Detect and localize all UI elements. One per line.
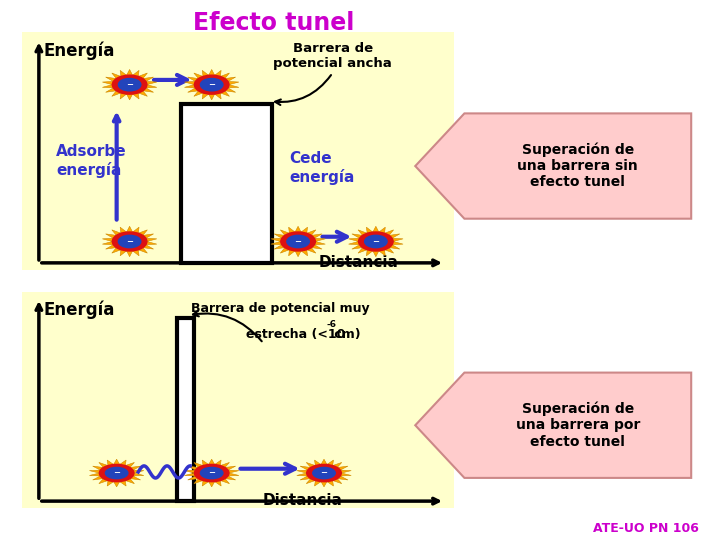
Polygon shape xyxy=(297,459,351,487)
Text: estrecha (<10: estrecha (<10 xyxy=(246,328,346,341)
Polygon shape xyxy=(89,459,144,487)
Circle shape xyxy=(359,232,393,251)
Polygon shape xyxy=(102,226,157,256)
Text: −: − xyxy=(208,469,215,477)
Text: Energía: Energía xyxy=(43,42,114,60)
Circle shape xyxy=(200,78,223,91)
Text: −: − xyxy=(372,237,379,246)
Polygon shape xyxy=(348,226,403,256)
Text: −: − xyxy=(113,469,120,477)
Text: ATE-UO PN 106: ATE-UO PN 106 xyxy=(593,522,698,535)
Bar xyxy=(177,318,194,501)
Text: Adsorbe
energía: Adsorbe energía xyxy=(56,144,127,178)
Text: Energía: Energía xyxy=(43,300,114,319)
Circle shape xyxy=(99,464,134,482)
Circle shape xyxy=(200,468,223,478)
Text: -6: -6 xyxy=(326,320,336,329)
Text: Cede
energía: Cede energía xyxy=(289,151,355,185)
Circle shape xyxy=(307,464,341,482)
Text: Superación de
una barrera por
efecto tunel: Superación de una barrera por efecto tun… xyxy=(516,402,640,449)
Bar xyxy=(181,104,272,263)
Text: Distancia: Distancia xyxy=(319,255,398,270)
Text: −: − xyxy=(208,80,215,89)
Circle shape xyxy=(112,75,147,94)
Text: cm): cm) xyxy=(330,328,361,341)
Polygon shape xyxy=(271,226,325,256)
Circle shape xyxy=(112,232,147,251)
Circle shape xyxy=(118,235,141,248)
Circle shape xyxy=(105,468,128,478)
Polygon shape xyxy=(184,459,239,487)
Circle shape xyxy=(194,464,229,482)
Circle shape xyxy=(194,75,229,94)
Circle shape xyxy=(287,235,310,248)
Polygon shape xyxy=(102,70,157,100)
Text: Distancia: Distancia xyxy=(263,492,342,508)
Text: −: − xyxy=(294,237,302,246)
Text: Barrera de potencial muy: Barrera de potencial muy xyxy=(192,302,370,315)
Text: −: − xyxy=(320,469,328,477)
Circle shape xyxy=(118,78,141,91)
Text: Efecto tunel: Efecto tunel xyxy=(193,11,354,35)
Circle shape xyxy=(364,235,387,248)
Text: Barrera de
potencial ancha: Barrera de potencial ancha xyxy=(274,42,392,70)
Text: −: − xyxy=(126,80,133,89)
Text: −: − xyxy=(126,237,133,246)
Polygon shape xyxy=(184,70,239,100)
Circle shape xyxy=(312,468,336,478)
Circle shape xyxy=(281,232,315,251)
Text: Superación de
una barrera sin
efecto tunel: Superación de una barrera sin efecto tun… xyxy=(518,143,638,190)
